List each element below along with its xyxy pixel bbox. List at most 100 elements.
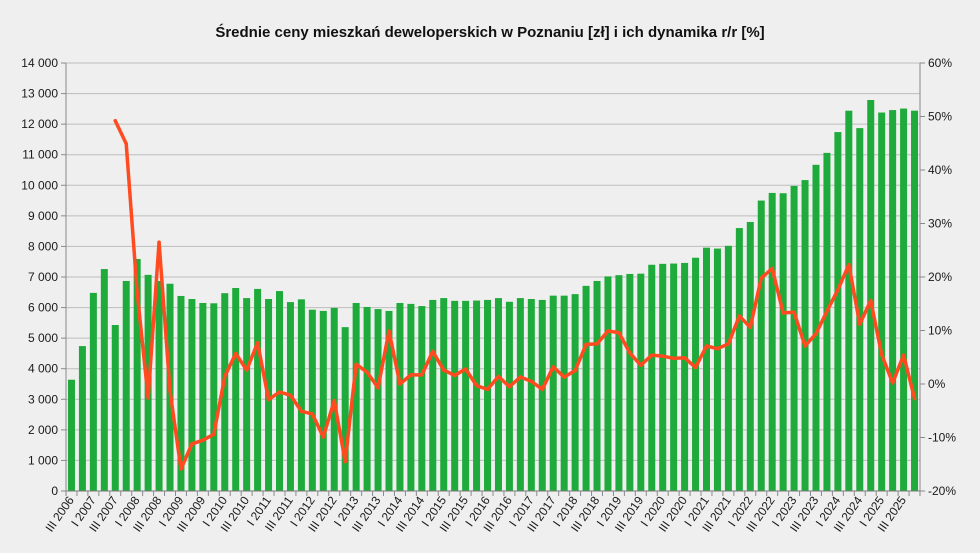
- y-axis-right-labels: -20% -10% 0% 10% 20% 30% 40% 50% 60%: [928, 56, 956, 498]
- bar: [637, 273, 645, 491]
- bar: [78, 346, 86, 491]
- line-point: [759, 276, 763, 280]
- line-point: [847, 262, 851, 267]
- bar: [210, 303, 218, 491]
- bar: [122, 280, 130, 491]
- bar: [790, 185, 798, 491]
- line-point: [770, 266, 774, 271]
- line-point: [715, 346, 720, 351]
- line-point: [836, 288, 840, 292]
- line-point: [617, 330, 621, 335]
- bar: [352, 302, 360, 491]
- y-tick-label: 14 000: [21, 56, 58, 70]
- bar: [484, 299, 492, 491]
- line-point: [682, 356, 687, 360]
- bar: [768, 192, 776, 491]
- price-bars: [67, 99, 919, 492]
- y2-tick-label: 20%: [928, 270, 952, 284]
- line-point: [398, 382, 402, 386]
- line-point: [803, 344, 807, 348]
- y-tick-label: 11 000: [22, 148, 58, 162]
- y-tick-label: 0: [51, 484, 58, 498]
- y-tick-label: 2 000: [28, 423, 58, 437]
- y-tick-label: 10 000: [21, 178, 58, 192]
- bar: [681, 262, 689, 491]
- bar: [713, 248, 721, 491]
- y-tick-label: 7 000: [28, 270, 58, 284]
- line-point: [244, 368, 249, 372]
- line-point: [606, 329, 610, 333]
- line-point: [124, 142, 128, 146]
- y2-tick-label: 60%: [928, 56, 952, 70]
- line-point: [321, 435, 326, 439]
- bar: [823, 152, 831, 491]
- bar: [462, 300, 470, 491]
- line-point: [179, 467, 183, 471]
- line-point: [639, 363, 643, 368]
- bar: [626, 273, 634, 491]
- line-point: [365, 370, 369, 374]
- bar: [615, 275, 623, 491]
- y-tick-label: 12 000: [21, 117, 58, 131]
- line-point: [507, 384, 512, 389]
- axes: [61, 62, 925, 496]
- bar: [199, 302, 207, 491]
- bar: [243, 298, 251, 491]
- line-point: [573, 368, 577, 373]
- bar: [308, 309, 316, 491]
- line-point: [376, 386, 380, 390]
- bar: [801, 180, 809, 491]
- bar: [516, 298, 524, 491]
- line-point: [650, 353, 654, 357]
- bar: [889, 110, 897, 491]
- bar: [604, 276, 612, 491]
- line-point: [595, 342, 599, 346]
- bar: [418, 306, 426, 491]
- bar: [341, 327, 349, 491]
- line-point: [452, 373, 457, 378]
- line-point: [409, 373, 413, 377]
- line-point: [431, 349, 435, 354]
- line-point: [474, 383, 479, 388]
- line-point: [584, 342, 588, 347]
- bar: [232, 288, 240, 491]
- bar: [67, 379, 75, 491]
- bar: [867, 99, 875, 492]
- line-point: [868, 298, 873, 303]
- y-tick-label: 9 000: [28, 209, 58, 223]
- bar: [659, 263, 667, 491]
- line-point: [332, 398, 336, 403]
- bar: [878, 112, 886, 491]
- line-point: [858, 322, 862, 326]
- y2-tick-label: 0%: [928, 377, 946, 391]
- line-point: [562, 375, 566, 379]
- y-tick-label: 3 000: [28, 392, 58, 406]
- line-point: [233, 351, 238, 356]
- line-point: [266, 397, 271, 402]
- y-tick-label: 1 000: [28, 453, 58, 467]
- bar: [396, 302, 404, 491]
- bar: [746, 221, 754, 491]
- y2-tick-label: -10%: [928, 431, 956, 445]
- line-point: [485, 387, 490, 392]
- line-point: [135, 290, 139, 295]
- line-point: [212, 432, 216, 437]
- line-point: [628, 351, 632, 355]
- line-point: [704, 344, 709, 348]
- bar: [845, 110, 853, 491]
- line-point: [223, 374, 227, 379]
- bar: [440, 298, 448, 491]
- bar: [593, 280, 601, 491]
- bar: [407, 303, 415, 491]
- line-point: [660, 354, 665, 358]
- line-point: [255, 341, 260, 345]
- line-point: [693, 365, 698, 370]
- line-point: [792, 310, 796, 315]
- bar: [254, 288, 262, 491]
- bar: [560, 295, 568, 491]
- y2-tick-label: 10%: [928, 324, 952, 338]
- line-point: [901, 353, 906, 357]
- bar: [177, 295, 185, 491]
- bar: [571, 294, 579, 491]
- line-point: [288, 393, 293, 397]
